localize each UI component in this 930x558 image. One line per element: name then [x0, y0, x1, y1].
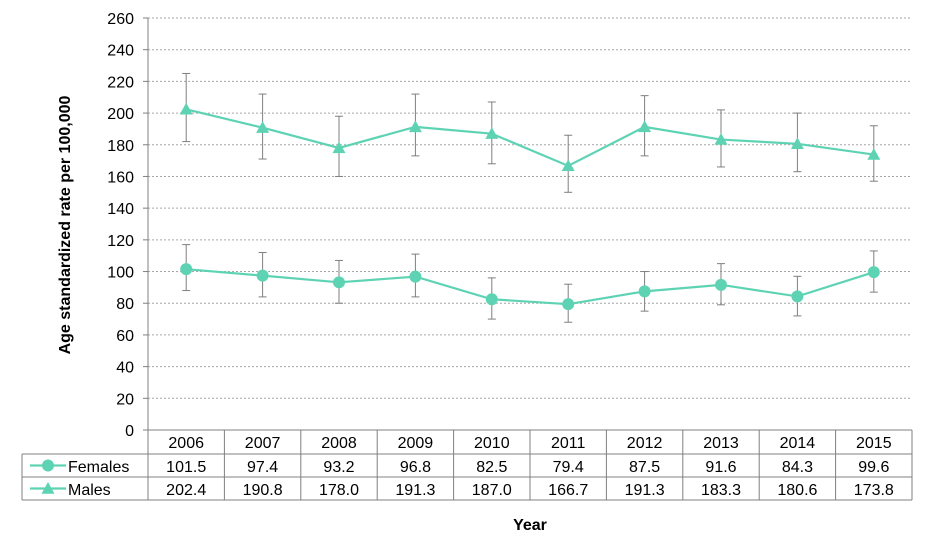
y-tick-label: 180: [107, 138, 134, 155]
table-cell-females: 91.6: [705, 459, 736, 476]
table-cell-males: 202.4: [166, 482, 206, 499]
table-cell-males: 191.3: [395, 482, 435, 499]
table-cell-females: 93.2: [323, 459, 354, 476]
y-tick-label: 100: [107, 265, 134, 282]
error-bars: [182, 72, 878, 323]
table-cell-females: 99.6: [858, 459, 889, 476]
x-tick-label: 2006: [168, 435, 204, 452]
y-tick-label: 140: [107, 201, 134, 218]
data-point-males: [790, 137, 804, 150]
data-point-males: [867, 148, 881, 160]
series-markers: [179, 102, 881, 311]
data-point-males: [256, 121, 270, 133]
table-cell-males: 178.0: [319, 482, 359, 499]
x-tick-label: 2013: [703, 435, 739, 452]
table-cell-females: 96.8: [400, 459, 431, 476]
x-tick-label: 2011: [551, 435, 586, 452]
data-point-females: [256, 269, 269, 282]
data-point-females: [791, 290, 804, 303]
table-cell-males: 183.3: [701, 482, 741, 499]
table-cell-males: 187.0: [472, 482, 512, 499]
series-lines: [185, 108, 875, 306]
x-tick-label: 2012: [627, 435, 663, 452]
x-tick-label: 2009: [398, 435, 434, 452]
data-point-males: [638, 120, 652, 133]
table-cell-females: 79.4: [553, 459, 584, 476]
data-point-males: [561, 159, 575, 172]
table-cell-females: 87.5: [629, 459, 660, 476]
data-point-females: [333, 276, 345, 289]
table-cell-males: 180.6: [777, 482, 817, 499]
data-point-males: [714, 133, 728, 145]
table-cell-females: 101.5: [166, 459, 206, 476]
y-tick-label: 0: [125, 423, 134, 440]
data-point-females: [867, 266, 880, 279]
table-cell-males: 191.3: [625, 482, 665, 499]
gridlines: [143, 17, 912, 431]
data-point-males: [179, 102, 193, 115]
data-point-females: [562, 298, 575, 311]
data-point-males: [485, 127, 499, 139]
y-axis-title: Age standardized rate per 100,000: [57, 96, 74, 355]
y-tick-label: 120: [107, 233, 134, 250]
y-tick-label: 260: [107, 11, 134, 28]
data-point-females: [485, 293, 498, 306]
y-tick-label: 220: [107, 74, 134, 91]
series-line-females: [186, 268, 875, 306]
data-point-females: [715, 278, 727, 291]
data-point-females: [409, 270, 422, 283]
x-tick-label: 2014: [780, 435, 816, 452]
y-tick-label: 60: [116, 328, 134, 345]
table-cell-males: 190.8: [243, 482, 283, 499]
x-tick-label: 2007: [245, 435, 281, 452]
table-cell-females: 84.3: [782, 459, 813, 476]
legend-marker-females: [42, 459, 54, 472]
data-point-females: [180, 263, 193, 276]
legend-label-females: Females: [68, 459, 129, 476]
data-table: 2006 2007 2008 2009 2010 2011 2012 2013 2014 2015…: [21, 429, 913, 501]
legend-marker-males: [41, 482, 55, 494]
x-tick-label: 2008: [321, 435, 357, 452]
table-cell-females: 82.5: [476, 459, 507, 476]
y-tick-label: 20: [116, 391, 134, 408]
y-tick-label: 200: [107, 106, 134, 123]
table-cell-females: 97.4: [247, 459, 278, 476]
y-tick-label: 80: [116, 296, 134, 313]
data-point-males: [408, 120, 422, 133]
y-tick-label: 160: [107, 169, 134, 186]
data-point-males: [332, 141, 346, 154]
legend-label-males: Males: [68, 482, 111, 499]
y-axis-tick-labels: 0 20 40 60 80 100 120 140 160 180 200 220 240 260: [107, 11, 134, 440]
y-tick-label: 40: [116, 360, 134, 377]
x-axis-title: Year: [513, 517, 547, 534]
y-tick-label: 240: [107, 43, 134, 60]
data-point-females: [638, 285, 651, 298]
series-line-males: [185, 108, 874, 168]
table-cell-males: 173.8: [854, 482, 894, 499]
x-tick-label: 2015: [856, 435, 892, 452]
x-tick-label: 2010: [474, 435, 510, 452]
table-cell-males: 166.7: [548, 482, 588, 499]
